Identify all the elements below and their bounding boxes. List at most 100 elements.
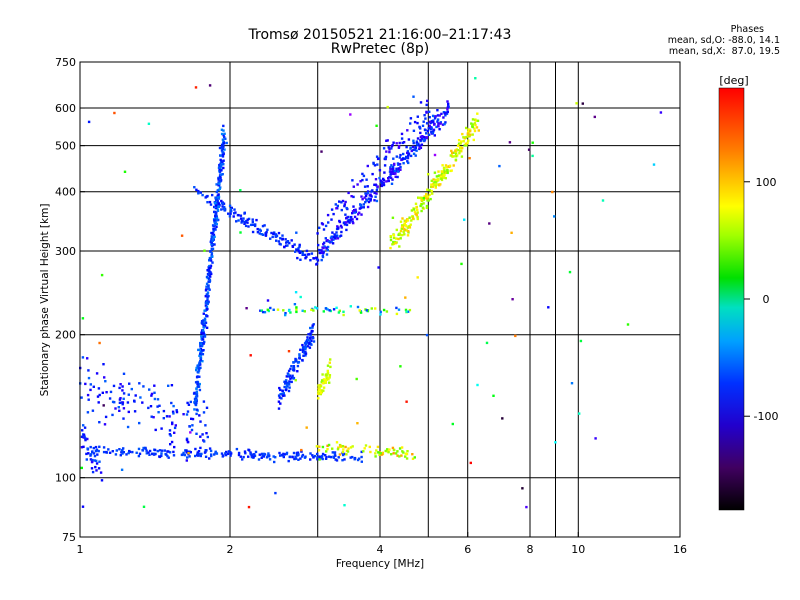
data-point xyxy=(298,353,301,356)
data-point xyxy=(375,199,379,203)
data-point xyxy=(391,178,394,181)
data-point xyxy=(290,365,293,368)
data-point xyxy=(422,120,425,123)
data-point xyxy=(296,364,300,368)
data-point xyxy=(339,234,343,237)
data-point xyxy=(277,407,281,410)
data-point xyxy=(207,269,211,272)
data-point xyxy=(330,218,333,221)
data-point xyxy=(315,256,318,259)
data-point xyxy=(121,448,124,452)
data-point xyxy=(145,449,148,452)
data-point xyxy=(267,452,270,455)
data-point xyxy=(463,137,466,140)
data-point xyxy=(165,453,168,456)
data-point xyxy=(138,421,141,425)
data-point xyxy=(279,402,282,405)
data-point xyxy=(202,319,205,322)
data-point xyxy=(311,454,314,457)
data-point xyxy=(114,407,117,410)
data-point xyxy=(398,232,401,235)
data-point xyxy=(423,114,426,117)
data-point xyxy=(399,153,402,157)
colorbar: [deg] 100 0 -100 xyxy=(718,74,779,511)
data-point xyxy=(205,314,208,317)
data-point xyxy=(288,383,291,386)
data-point xyxy=(308,346,312,349)
data-point xyxy=(220,149,224,152)
data-point xyxy=(328,361,331,364)
data-point xyxy=(321,223,325,226)
data-point xyxy=(428,116,431,119)
data-point xyxy=(218,146,222,150)
data-point xyxy=(409,117,413,120)
data-point xyxy=(332,212,335,216)
data-point xyxy=(291,455,294,459)
data-point xyxy=(405,400,408,403)
data-point xyxy=(205,326,209,329)
data-point xyxy=(398,163,401,166)
data-point xyxy=(217,176,220,180)
data-point xyxy=(366,190,370,193)
data-point xyxy=(317,384,320,387)
data-point xyxy=(326,447,329,451)
phase-stats-heading: Phases xyxy=(730,24,764,35)
colorbar-tick-label: -100 xyxy=(754,410,779,423)
data-point xyxy=(201,338,205,341)
data-point xyxy=(264,232,267,235)
data-point xyxy=(348,221,351,224)
data-point xyxy=(206,201,209,204)
data-point xyxy=(278,451,281,455)
phase-stats-o-mode: mean, sd,O: -88.0, 14.1 xyxy=(667,35,780,46)
data-point xyxy=(102,363,105,366)
data-point xyxy=(318,226,321,229)
data-point xyxy=(331,447,334,450)
data-point xyxy=(261,224,265,228)
data-point xyxy=(326,372,330,375)
data-point xyxy=(418,146,421,149)
data-point xyxy=(385,310,389,313)
data-point xyxy=(274,491,277,495)
data-point xyxy=(378,453,381,456)
data-point xyxy=(293,303,297,306)
data-point xyxy=(367,200,371,204)
data-point xyxy=(201,433,204,436)
data-point xyxy=(96,395,100,398)
data-point xyxy=(407,138,411,141)
data-point xyxy=(328,309,331,312)
data-point xyxy=(147,406,150,410)
data-point xyxy=(316,232,319,235)
data-point xyxy=(347,215,350,219)
data-point xyxy=(389,168,392,171)
data-point xyxy=(294,379,297,382)
data-point xyxy=(364,201,367,204)
data-point xyxy=(97,387,101,390)
data-point xyxy=(198,388,202,392)
data-point xyxy=(328,374,332,377)
data-point xyxy=(221,138,225,141)
data-point xyxy=(327,443,331,447)
data-point xyxy=(338,309,341,312)
data-point xyxy=(283,385,286,389)
data-point xyxy=(284,379,288,383)
data-point xyxy=(89,458,93,461)
data-point xyxy=(191,417,195,421)
data-point xyxy=(362,203,365,206)
data-point xyxy=(418,196,421,200)
x-tick-label: 16 xyxy=(673,543,687,556)
data-point xyxy=(285,451,289,455)
data-point xyxy=(359,311,363,314)
data-point xyxy=(345,223,349,227)
data-point xyxy=(359,180,362,183)
data-point xyxy=(461,132,464,136)
data-point xyxy=(436,114,440,117)
data-point xyxy=(121,401,125,404)
data-point xyxy=(315,263,318,266)
data-point xyxy=(200,337,203,341)
data-point xyxy=(199,435,202,438)
data-point xyxy=(264,233,268,236)
data-point xyxy=(249,451,252,454)
data-point xyxy=(282,452,285,456)
data-point xyxy=(195,387,198,390)
data-point xyxy=(437,122,440,125)
